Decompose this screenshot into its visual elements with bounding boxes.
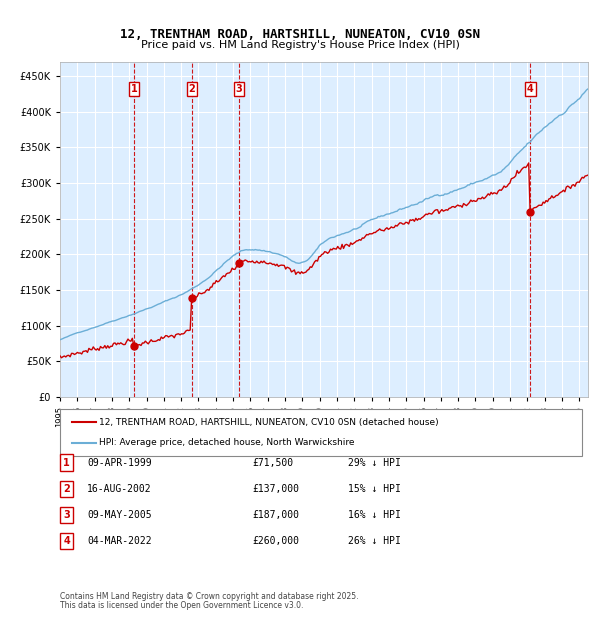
Text: £71,500: £71,500: [252, 458, 293, 467]
Text: 12, TRENTHAM ROAD, HARTSHILL, NUNEATON, CV10 0SN (detached house): 12, TRENTHAM ROAD, HARTSHILL, NUNEATON, …: [99, 418, 439, 427]
Text: Price paid vs. HM Land Registry's House Price Index (HPI): Price paid vs. HM Land Registry's House …: [140, 40, 460, 50]
Text: 16% ↓ HPI: 16% ↓ HPI: [348, 510, 401, 520]
Text: 3: 3: [63, 510, 70, 520]
Text: 1: 1: [131, 84, 137, 94]
Text: 12, TRENTHAM ROAD, HARTSHILL, NUNEATON, CV10 0SN: 12, TRENTHAM ROAD, HARTSHILL, NUNEATON, …: [120, 28, 480, 41]
Text: 2: 2: [63, 484, 70, 494]
Text: 09-MAY-2005: 09-MAY-2005: [87, 510, 152, 520]
Text: HPI: Average price, detached house, North Warwickshire: HPI: Average price, detached house, Nort…: [99, 438, 355, 447]
Text: £187,000: £187,000: [252, 510, 299, 520]
Text: 4: 4: [527, 84, 534, 94]
Text: 15% ↓ HPI: 15% ↓ HPI: [348, 484, 401, 494]
Text: £260,000: £260,000: [252, 536, 299, 546]
Text: 29% ↓ HPI: 29% ↓ HPI: [348, 458, 401, 467]
Text: 16-AUG-2002: 16-AUG-2002: [87, 484, 152, 494]
Text: This data is licensed under the Open Government Licence v3.0.: This data is licensed under the Open Gov…: [60, 601, 304, 611]
Text: 2: 2: [188, 84, 195, 94]
Text: 26% ↓ HPI: 26% ↓ HPI: [348, 536, 401, 546]
Text: 4: 4: [63, 536, 70, 546]
Text: 04-MAR-2022: 04-MAR-2022: [87, 536, 152, 546]
Text: £137,000: £137,000: [252, 484, 299, 494]
Text: Contains HM Land Registry data © Crown copyright and database right 2025.: Contains HM Land Registry data © Crown c…: [60, 592, 359, 601]
Text: 3: 3: [236, 84, 242, 94]
Text: 09-APR-1999: 09-APR-1999: [87, 458, 152, 467]
Text: 1: 1: [63, 458, 70, 467]
